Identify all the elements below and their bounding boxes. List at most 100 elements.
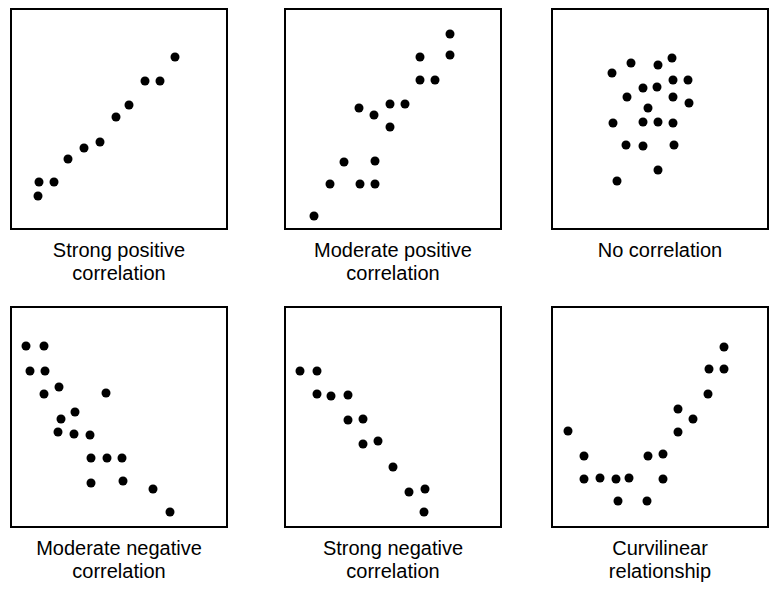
data-point xyxy=(385,123,394,132)
data-point xyxy=(40,342,49,351)
data-point xyxy=(70,407,79,416)
data-point xyxy=(359,440,368,449)
data-point xyxy=(704,389,713,398)
panel-moderate-negative: Moderate negative correlation xyxy=(10,306,228,583)
data-point xyxy=(705,365,714,374)
data-point xyxy=(689,414,698,423)
data-point xyxy=(112,113,121,122)
data-point xyxy=(654,60,663,69)
scatter-plot-no-correlation xyxy=(551,8,769,230)
data-point xyxy=(165,508,174,517)
data-point xyxy=(419,508,428,517)
caption-no-correlation: No correlation xyxy=(560,239,760,262)
data-point xyxy=(720,365,729,374)
data-point xyxy=(653,83,662,92)
data-point xyxy=(171,53,180,62)
data-point xyxy=(40,367,49,376)
scatter-plot-curvilinear xyxy=(551,306,769,528)
data-point xyxy=(119,476,128,485)
data-point xyxy=(140,77,149,86)
panel-curvilinear: Curvilinear relationship xyxy=(551,306,769,583)
data-point xyxy=(124,100,133,109)
data-point xyxy=(103,453,112,462)
data-point xyxy=(359,415,368,424)
data-point xyxy=(659,474,668,483)
data-point xyxy=(96,138,105,147)
data-point xyxy=(339,157,348,166)
data-point xyxy=(355,179,364,188)
data-point xyxy=(309,212,318,221)
data-point xyxy=(685,99,694,108)
data-point xyxy=(674,428,683,437)
data-point xyxy=(669,118,678,127)
data-point xyxy=(55,382,64,391)
scatter-plot-strong-positive xyxy=(10,8,228,230)
data-point xyxy=(85,431,94,440)
data-point xyxy=(149,484,158,493)
data-point xyxy=(639,141,648,150)
data-point xyxy=(313,389,322,398)
data-point xyxy=(325,179,334,188)
data-point xyxy=(667,53,676,62)
data-point xyxy=(595,473,604,482)
data-point xyxy=(626,58,635,67)
data-point xyxy=(446,51,455,60)
data-point xyxy=(674,404,683,413)
data-point xyxy=(611,474,620,483)
data-point xyxy=(643,452,652,461)
data-point xyxy=(642,497,651,506)
data-point xyxy=(327,391,336,400)
data-point xyxy=(669,140,678,149)
data-point xyxy=(54,428,63,437)
data-point xyxy=(684,76,693,85)
scatter-plot-moderate-negative xyxy=(10,306,228,528)
data-point xyxy=(401,99,410,108)
data-point xyxy=(416,75,425,84)
caption-strong-positive: Strong positive correlation xyxy=(19,239,219,285)
data-point xyxy=(654,118,663,127)
scatter-plot-moderate-positive xyxy=(284,8,502,230)
panel-strong-positive: Strong positive correlation xyxy=(10,8,228,285)
data-point xyxy=(639,84,648,93)
data-point xyxy=(370,179,379,188)
correlation-examples-figure: Strong positive correlation Moderate pos… xyxy=(0,0,776,597)
data-point xyxy=(416,53,425,62)
caption-moderate-negative: Moderate negative correlation xyxy=(19,537,219,583)
data-point xyxy=(612,177,621,186)
data-point xyxy=(33,191,42,200)
data-point xyxy=(155,77,164,86)
data-point xyxy=(579,452,588,461)
data-point xyxy=(313,367,322,376)
data-point xyxy=(654,165,663,174)
data-point xyxy=(49,177,58,186)
data-point xyxy=(563,427,572,436)
data-point xyxy=(659,450,668,459)
data-point xyxy=(70,430,79,439)
data-point xyxy=(344,390,353,399)
data-point xyxy=(86,478,95,487)
panel-strong-negative: Strong negative correlation xyxy=(284,306,502,583)
data-point xyxy=(623,93,632,102)
data-point xyxy=(624,473,633,482)
caption-strong-negative: Strong negative correlation xyxy=(293,537,493,583)
panel-no-correlation: No correlation xyxy=(551,8,769,262)
data-point xyxy=(40,389,49,398)
data-point xyxy=(669,76,678,85)
data-point xyxy=(34,177,43,186)
panel-moderate-positive: Moderate positive correlation xyxy=(284,8,502,285)
data-point xyxy=(117,453,126,462)
data-point xyxy=(579,474,588,483)
data-point xyxy=(720,343,729,352)
data-point xyxy=(344,416,353,425)
data-point xyxy=(644,104,653,113)
data-point xyxy=(446,29,455,38)
data-point xyxy=(369,110,378,119)
data-point xyxy=(57,415,66,424)
data-point xyxy=(374,437,383,446)
data-point xyxy=(639,118,648,127)
scatter-plot-strong-negative xyxy=(284,306,502,528)
data-point xyxy=(613,497,622,506)
data-point xyxy=(86,453,95,462)
data-point xyxy=(385,99,394,108)
data-point xyxy=(431,75,440,84)
